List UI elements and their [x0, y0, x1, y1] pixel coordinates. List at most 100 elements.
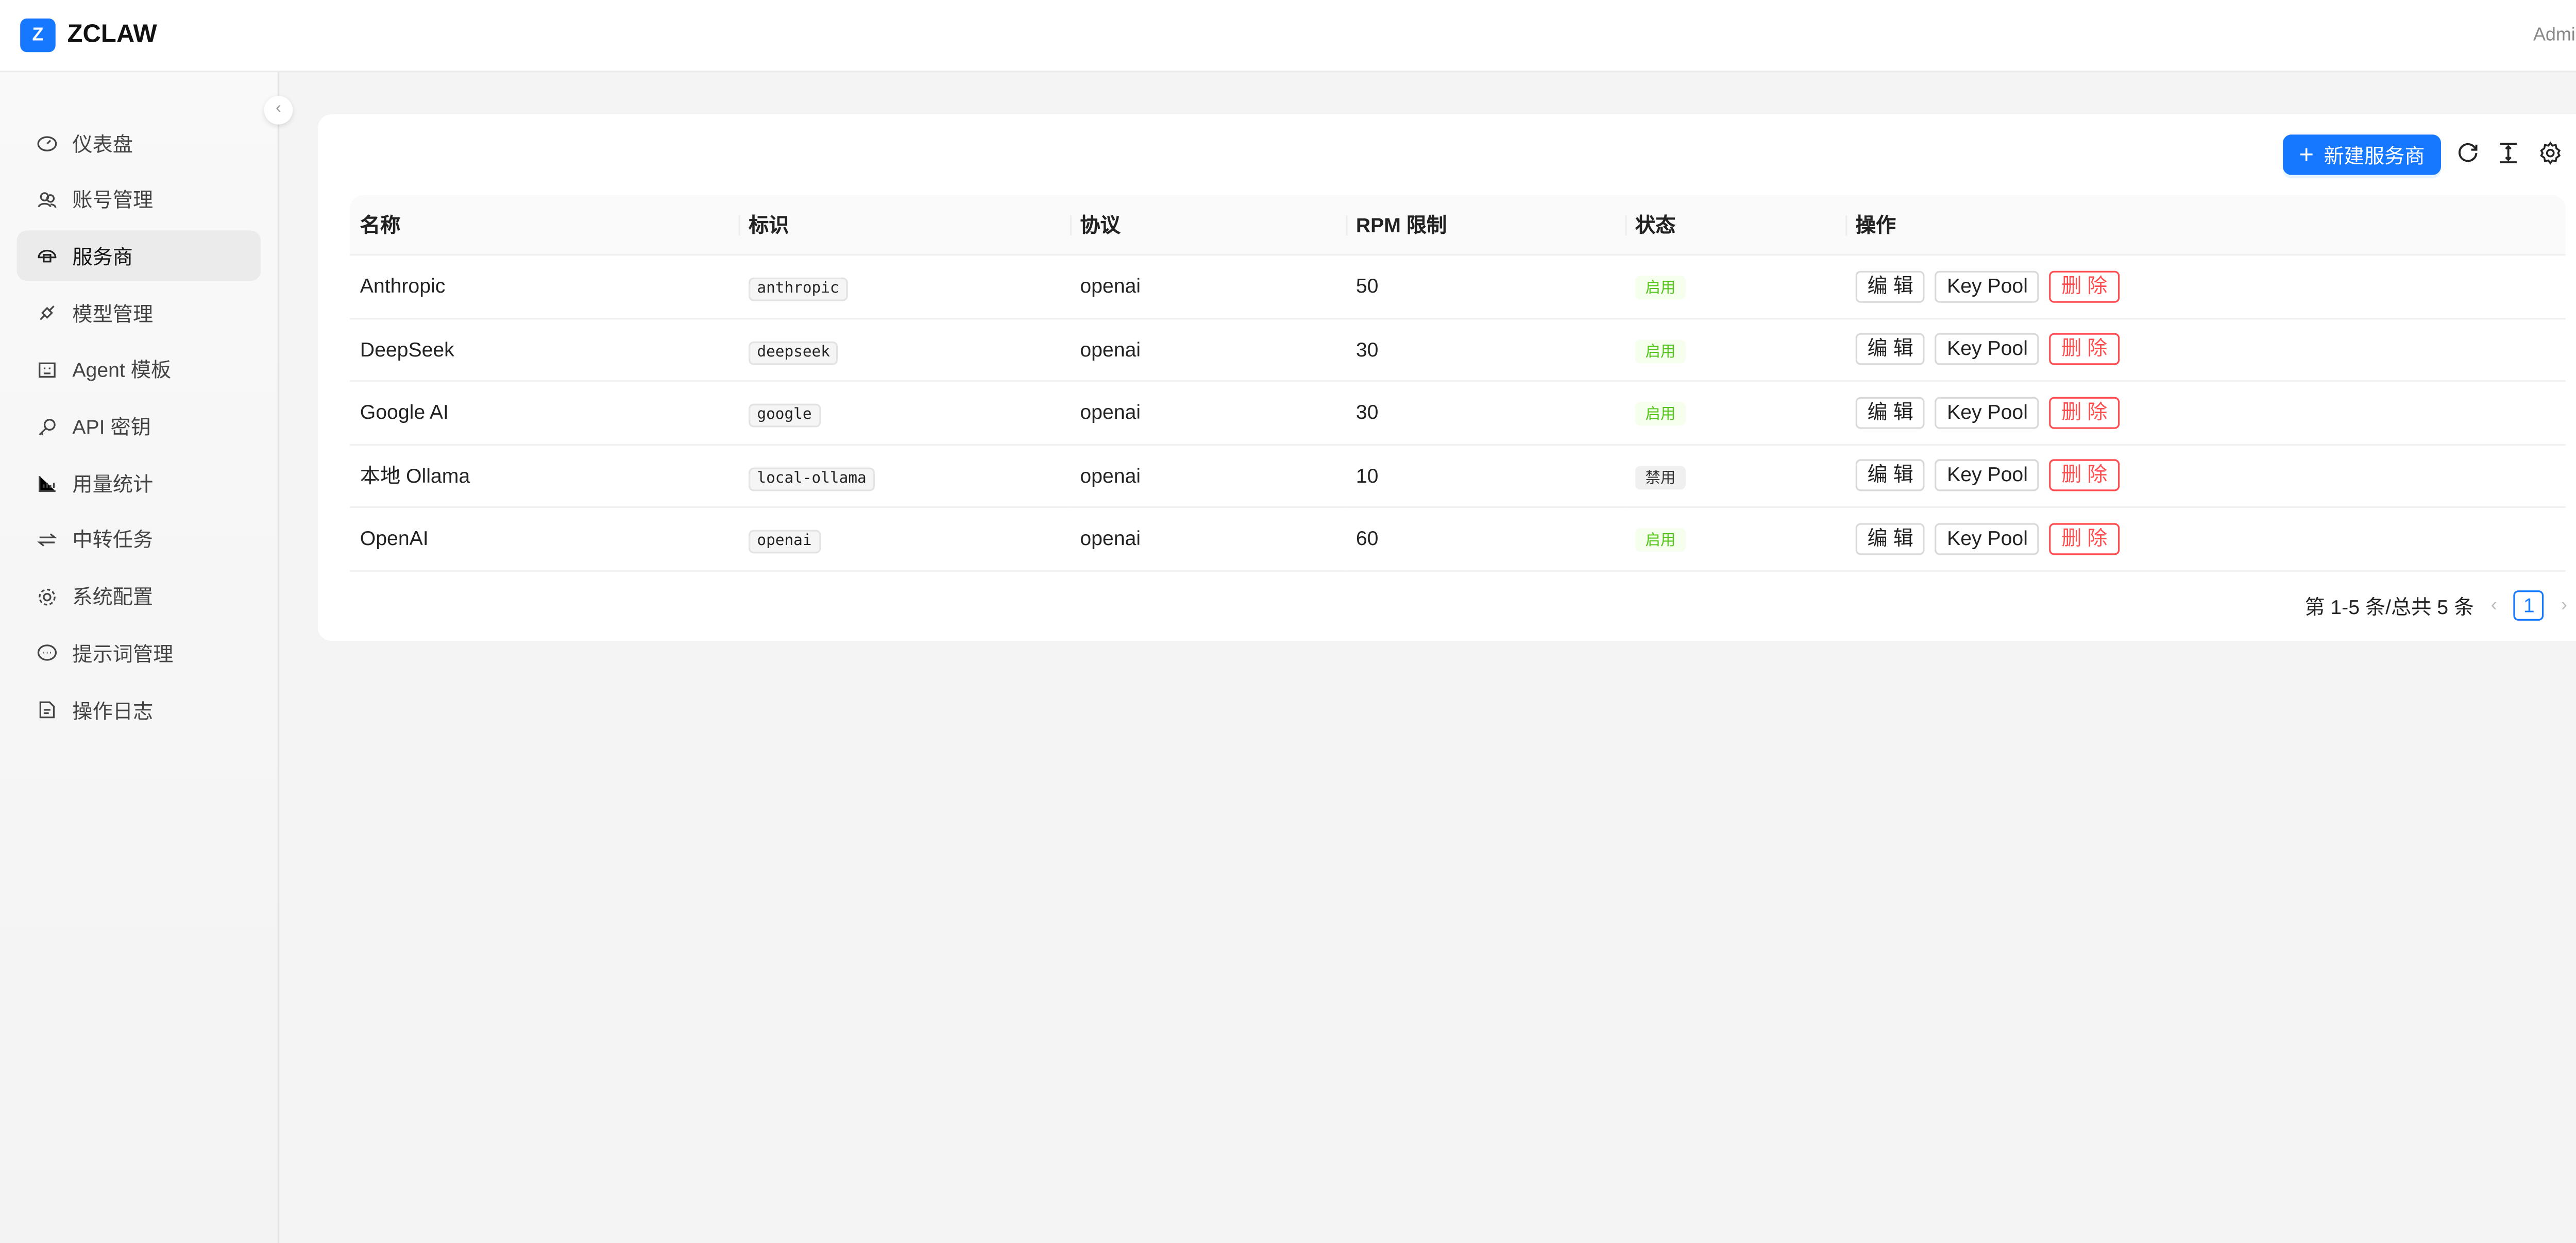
protocol: openai: [1070, 507, 1346, 571]
column-header: 标识: [738, 195, 1070, 256]
key-pool-button[interactable]: Key Pool: [1935, 333, 2040, 366]
new-provider-button[interactable]: + 新建服务商: [2283, 134, 2441, 175]
dashboard-icon: [37, 136, 57, 151]
sidebar-item-0[interactable]: 仪表盘: [17, 118, 261, 168]
status-badge: 启用: [1635, 402, 1686, 426]
key-pool-button[interactable]: Key Pool: [1935, 459, 2040, 492]
rpm-limit: 60: [1346, 507, 1625, 571]
delete-button[interactable]: 删 除: [2049, 333, 2120, 366]
column-header: RPM 限制: [1346, 195, 1625, 256]
settings-icon[interactable]: [2538, 141, 2562, 165]
provider-name: OpenAI: [350, 507, 739, 571]
column-header: 操作: [1845, 195, 2566, 256]
users-icon: [38, 192, 57, 208]
file-icon: [39, 701, 55, 719]
sidebar-item-label: 用量统计: [72, 472, 154, 496]
status-badge: 启用: [1635, 529, 1686, 552]
rpm-limit: 30: [1346, 318, 1625, 382]
table-row: 本地 Ollama local-ollama openai 10 禁用 编 辑 Key Po…: [350, 444, 2566, 508]
sidebar-item-label: Agent 模板: [72, 359, 172, 383]
key-pool-button[interactable]: Key Pool: [1935, 522, 2040, 555]
brand-name: ZCLAW: [67, 20, 157, 49]
edit-button[interactable]: 编 辑: [1855, 333, 1925, 366]
provider-name: Google AI: [350, 381, 739, 445]
sidebar-item-label: 操作日志: [72, 699, 154, 723]
message-icon: [37, 645, 57, 661]
next-page-icon[interactable]: ›: [2561, 595, 2567, 616]
sidebar-item-label: 系统配置: [72, 585, 154, 609]
prev-page-icon[interactable]: ‹: [2490, 595, 2497, 616]
rpm-limit: 30: [1346, 381, 1625, 445]
column-header: 状态: [1625, 195, 1846, 256]
delete-button[interactable]: 删 除: [2049, 396, 2120, 429]
table-row: Anthropic anthropic openai 50 启用 编 辑 Key Pool 删…: [350, 254, 2566, 319]
providers-card: + 新建服务商 名称 标识 协议 RPM 限制 状态 操作 Anthropic anthro…: [318, 114, 2576, 641]
robot-icon: [39, 362, 56, 378]
delete-button[interactable]: 删 除: [2049, 459, 2120, 492]
protocol: openai: [1070, 444, 1346, 508]
providers-table: 名称 标识 协议 RPM 限制 状态 操作 Anthropic anthropic opena…: [350, 195, 2566, 571]
gear-icon: [39, 588, 56, 605]
bar-chart-icon: [39, 476, 56, 492]
pagination: 第 1-5 条/总共 5 条 ‹ 1 ›: [2304, 590, 2567, 621]
key-icon: [39, 418, 56, 435]
edit-button[interactable]: 编 辑: [1855, 396, 1925, 429]
sidebar-item-1[interactable]: 账号管理: [17, 175, 261, 225]
cloud-icon: [38, 250, 57, 263]
provider-name: Anthropic: [350, 254, 739, 319]
status-badge: 启用: [1635, 276, 1686, 300]
top-header: Z ZCLAW Admin: [0, 0, 2576, 73]
refresh-icon[interactable]: [2456, 141, 2480, 165]
provider-id: google: [749, 404, 820, 428]
table-row: DeepSeek deepseek openai 30 启用 编 辑 Key Pool 删 除: [350, 318, 2566, 382]
protocol: openai: [1070, 381, 1346, 445]
sidebar-item-7[interactable]: 中转任务: [17, 515, 261, 565]
provider-id: deepseek: [749, 341, 839, 365]
table-row: Google AI google openai 30 启用 编 辑 Key Pool 删 除: [350, 381, 2566, 445]
sidebar-item-label: 账号管理: [72, 189, 154, 213]
protocol: openai: [1070, 254, 1346, 319]
provider-id: openai: [749, 530, 820, 554]
sidebar-item-label: 仪表盘: [72, 132, 133, 156]
api-icon: [40, 305, 55, 320]
sidebar-item-6[interactable]: 用量统计: [17, 458, 261, 508]
key-pool-button[interactable]: Key Pool: [1935, 270, 2040, 302]
density-icon[interactable]: [2497, 141, 2520, 165]
sidebar-item-5[interactable]: API 密钥: [17, 401, 261, 452]
provider-name: 本地 Ollama: [350, 444, 739, 508]
protocol: openai: [1070, 318, 1346, 382]
column-header: 协议: [1070, 195, 1346, 256]
sidebar-item-label: 模型管理: [72, 302, 154, 326]
logo: Z: [20, 18, 56, 53]
column-header: 名称: [350, 195, 739, 256]
delete-button[interactable]: 删 除: [2049, 522, 2120, 555]
provider-id: local-ollama: [749, 467, 875, 491]
plus-icon: +: [2299, 140, 2314, 169]
provider-id: anthropic: [749, 278, 848, 302]
sidebar-item-8[interactable]: 系统配置: [17, 571, 261, 622]
key-pool-button[interactable]: Key Pool: [1935, 396, 2040, 429]
pagination-summary: 第 1-5 条/总共 5 条: [2304, 594, 2475, 619]
provider-name: DeepSeek: [350, 318, 739, 382]
delete-button[interactable]: 删 除: [2049, 270, 2120, 302]
sidebar-item-label: 服务商: [72, 245, 133, 269]
sidebar-item-label: 提示词管理: [72, 642, 174, 666]
sidebar-item-label: 中转任务: [72, 529, 154, 553]
collapse-sidebar-button[interactable]: ‹: [264, 96, 293, 125]
page-1-button[interactable]: 1: [2514, 590, 2545, 621]
sidebar-item-10[interactable]: 操作日志: [17, 685, 261, 735]
sidebar-item-4[interactable]: Agent 模板: [17, 345, 261, 395]
swap-icon: [37, 533, 57, 547]
status-badge: 启用: [1635, 339, 1686, 363]
edit-button[interactable]: 编 辑: [1855, 522, 1925, 555]
sidebar-item-9[interactable]: 提示词管理: [17, 628, 261, 678]
sidebar: 仪表盘账号管理服务商模型管理 Agent 模板 API 密钥用量统计中转任务系统配置…: [0, 72, 280, 1243]
edit-button[interactable]: 编 辑: [1855, 459, 1925, 492]
edit-button[interactable]: 编 辑: [1855, 270, 1925, 302]
user-menu[interactable]: Admin: [2533, 25, 2576, 46]
chevron-left-icon: ‹: [275, 99, 281, 118]
sidebar-item-2[interactable]: 服务商: [16, 231, 261, 282]
rpm-limit: 50: [1346, 254, 1625, 319]
status-badge: 禁用: [1635, 465, 1686, 489]
sidebar-item-3[interactable]: 模型管理: [17, 288, 261, 338]
